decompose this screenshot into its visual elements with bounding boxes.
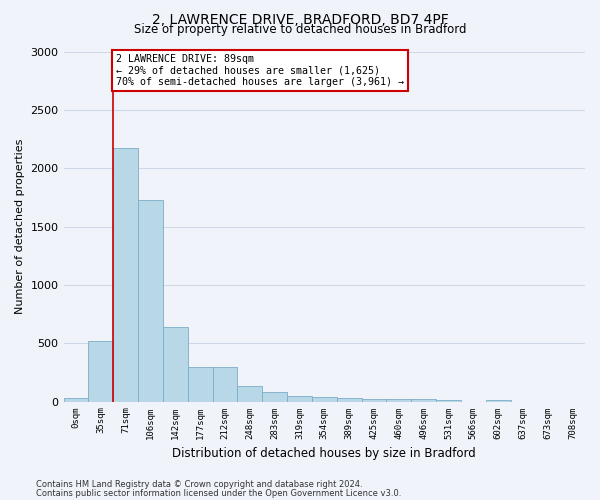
Text: 2 LAWRENCE DRIVE: 89sqm
← 29% of detached houses are smaller (1,625)
70% of semi: 2 LAWRENCE DRIVE: 89sqm ← 29% of detache… xyxy=(116,54,404,87)
Y-axis label: Number of detached properties: Number of detached properties xyxy=(15,139,25,314)
Bar xyxy=(163,328,188,402)
Bar xyxy=(312,398,337,402)
Bar xyxy=(188,366,212,402)
Bar xyxy=(485,400,511,402)
Bar xyxy=(212,366,238,402)
Bar xyxy=(64,398,88,402)
Text: Size of property relative to detached houses in Bradford: Size of property relative to detached ho… xyxy=(134,22,466,36)
Bar xyxy=(436,400,461,402)
Bar xyxy=(262,392,287,402)
Bar xyxy=(238,386,262,402)
Bar xyxy=(88,341,113,402)
Text: 2, LAWRENCE DRIVE, BRADFORD, BD7 4PF: 2, LAWRENCE DRIVE, BRADFORD, BD7 4PF xyxy=(152,12,448,26)
Bar xyxy=(138,200,163,402)
X-axis label: Distribution of detached houses by size in Bradford: Distribution of detached houses by size … xyxy=(172,447,476,460)
Bar xyxy=(287,396,312,402)
Bar xyxy=(386,398,411,402)
Text: Contains public sector information licensed under the Open Government Licence v3: Contains public sector information licen… xyxy=(36,488,401,498)
Text: Contains HM Land Registry data © Crown copyright and database right 2024.: Contains HM Land Registry data © Crown c… xyxy=(36,480,362,489)
Bar xyxy=(411,399,436,402)
Bar xyxy=(362,398,386,402)
Bar xyxy=(337,398,362,402)
Bar xyxy=(113,148,138,402)
